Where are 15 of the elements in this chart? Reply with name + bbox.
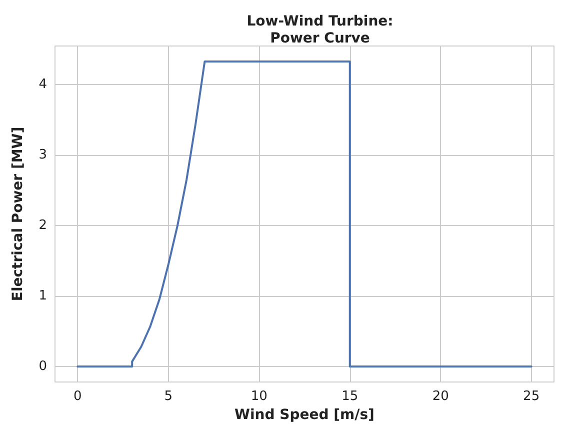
x-tick-label: 20 [432,389,449,404]
x-tick-label: 10 [250,389,268,404]
y-tick-label: 4 [38,77,47,92]
y-tick-label: 1 [38,288,47,304]
y-tick-label: 2 [38,218,47,234]
x-axis-title: Wind Speed [m/s] [234,406,374,423]
x-tick-label: 15 [342,389,358,404]
x-tick-label: 0 [74,389,82,404]
line-series [76,60,532,368]
x-tick-label: 5 [164,389,173,404]
y-axis-title: Electrical Power [MW] [10,126,26,302]
x-tick-label: 25 [523,389,540,404]
y-tick-label: 0 [38,359,47,374]
y-tick-label: 3 [38,148,47,163]
chart-title: Low-Wind Turbine: Power Curve [246,14,394,46]
